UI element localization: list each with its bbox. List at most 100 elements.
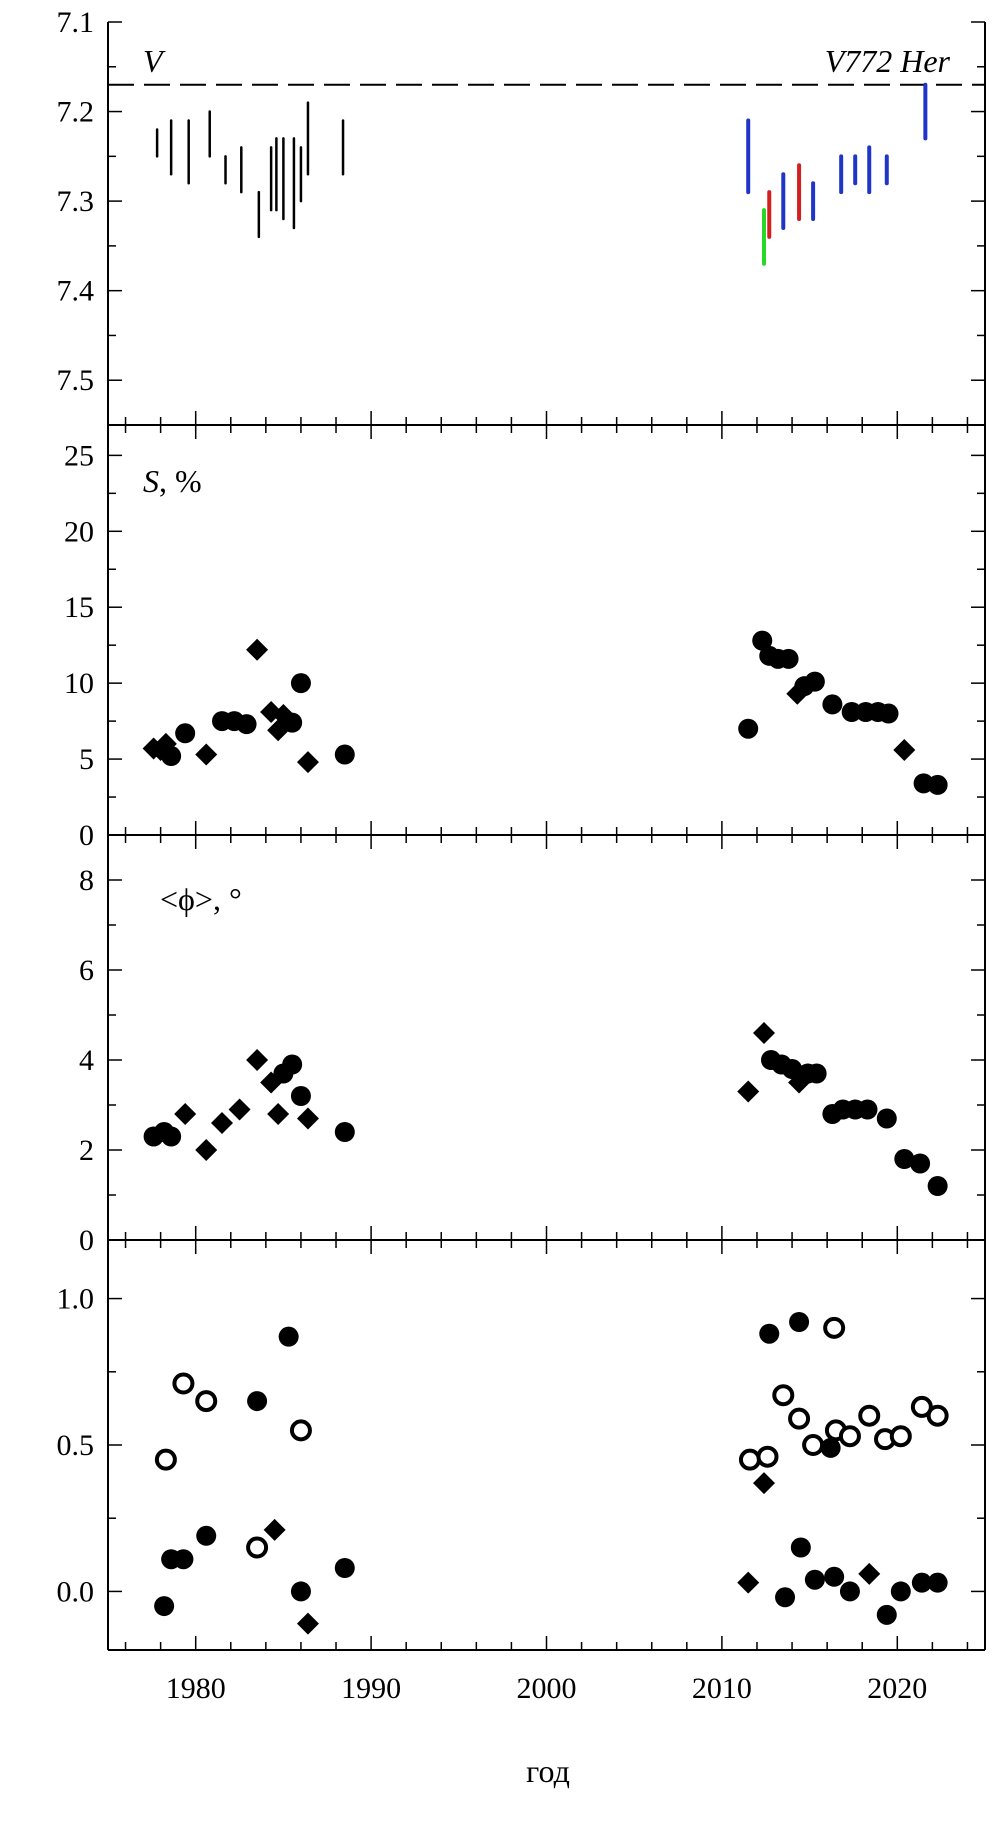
data-point-open <box>738 1448 761 1471</box>
x-tick-label: 2000 <box>517 1672 577 1705</box>
data-point <box>174 1103 197 1125</box>
data-point <box>790 1537 811 1558</box>
chart-panels: 7.1 7.2 7.3 7.4 7.5 0 5 10 15 20 25 0 2 4 6 8 0.0 0.5 1.0 1… <box>57 6 986 1705</box>
data-point <box>857 1099 878 1120</box>
data-point <box>161 746 182 767</box>
data-point <box>296 1107 319 1130</box>
data-point <box>247 1391 268 1412</box>
data-point <box>841 702 862 722</box>
data-point <box>804 671 825 692</box>
data-point <box>290 1581 311 1602</box>
data-point <box>195 743 218 766</box>
data-point <box>737 1571 760 1594</box>
data-point <box>778 648 799 669</box>
data-point-open <box>838 1425 861 1448</box>
data-point <box>858 1562 881 1585</box>
data-point <box>789 1312 810 1332</box>
data-point <box>236 714 257 735</box>
data-point-open <box>858 1404 881 1427</box>
data-point <box>195 1139 218 1161</box>
y-tick-label: 20 <box>64 515 94 548</box>
data-point <box>246 1049 269 1071</box>
data-point <box>927 1176 948 1196</box>
y-tick-label: 0.0 <box>57 1575 95 1608</box>
data-point-open <box>195 1390 218 1413</box>
y-tick-label: 7.2 <box>57 96 95 129</box>
y-tick-label: 25 <box>64 439 94 472</box>
data-point <box>893 738 916 761</box>
x-tick-label: 1980 <box>166 1672 226 1705</box>
data-point <box>296 751 319 774</box>
y-tick-label: 5 <box>79 743 94 776</box>
data-point <box>927 774 948 795</box>
data-point <box>267 1103 290 1125</box>
data-point <box>738 718 759 739</box>
data-point-open <box>910 1395 933 1418</box>
data-point <box>911 1572 932 1593</box>
data-point <box>752 1472 775 1495</box>
data-point <box>246 638 269 661</box>
panel-label-s-unit: , % <box>159 463 202 499</box>
data-point <box>278 1326 299 1347</box>
panel-label-phi: <ϕ>, ° <box>160 881 242 917</box>
y-tick-label: 7.3 <box>57 185 95 218</box>
data-point <box>806 1063 827 1084</box>
data-point <box>161 1126 182 1147</box>
x-tick-label: 1990 <box>341 1672 401 1705</box>
data-point-open <box>289 1419 312 1442</box>
data-point <box>820 1437 841 1458</box>
data-point <box>334 744 355 765</box>
data-point-open <box>823 1316 846 1339</box>
data-point <box>228 1098 251 1121</box>
data-point <box>196 1525 217 1546</box>
data-point-open <box>788 1407 811 1430</box>
data-point-open <box>889 1425 912 1448</box>
y-tick-label: 7.4 <box>57 275 95 308</box>
x-tick-label: 2020 <box>867 1672 927 1705</box>
data-point <box>876 1604 897 1625</box>
object-label: V772 Her <box>825 43 951 79</box>
data-point-open <box>246 1536 269 1559</box>
data-point <box>211 1112 234 1134</box>
data-point <box>154 1596 175 1617</box>
data-point <box>759 1323 780 1344</box>
data-point <box>752 630 773 651</box>
y-tick-label: 7.1 <box>57 6 95 39</box>
data-point <box>775 1587 796 1608</box>
data-point <box>173 1549 194 1570</box>
data-point <box>876 1108 897 1129</box>
data-point <box>927 1572 948 1593</box>
y-tick-label: 4 <box>79 1044 94 1077</box>
panel-phi: 0 2 4 6 8 <box>79 835 986 1257</box>
data-point <box>263 1518 286 1541</box>
panel-label-s: S, % <box>143 463 202 499</box>
data-point <box>334 1558 355 1578</box>
data-point <box>175 723 196 744</box>
panel-V: 7.1 7.2 7.3 7.4 7.5 <box>57 6 986 439</box>
data-point <box>824 1566 845 1587</box>
data-point <box>804 1569 825 1590</box>
y-tick-label: 8 <box>79 864 94 897</box>
data-point <box>290 673 311 694</box>
x-axis-title: год <box>526 1753 570 1789</box>
y-tick-label: 15 <box>64 591 94 624</box>
data-point-open <box>772 1384 795 1407</box>
data-point-open <box>926 1404 949 1427</box>
data-point <box>894 1149 915 1169</box>
data-point <box>878 703 899 724</box>
y-tick-label: 6 <box>79 954 94 987</box>
data-point <box>910 1153 931 1174</box>
data-point <box>296 1612 319 1635</box>
data-point <box>334 1122 355 1142</box>
data-point-open <box>172 1372 195 1395</box>
data-point-open <box>802 1434 825 1456</box>
y-tick-label: 10 <box>64 667 94 700</box>
x-tick-label: 2010 <box>692 1672 752 1705</box>
data-point <box>737 1080 760 1103</box>
data-point <box>282 1054 303 1075</box>
y-tick-label: 1.0 <box>57 1283 95 1316</box>
y-tick-label: 0 <box>79 1224 94 1257</box>
data-point-open <box>154 1448 177 1471</box>
data-point-open <box>756 1445 779 1468</box>
